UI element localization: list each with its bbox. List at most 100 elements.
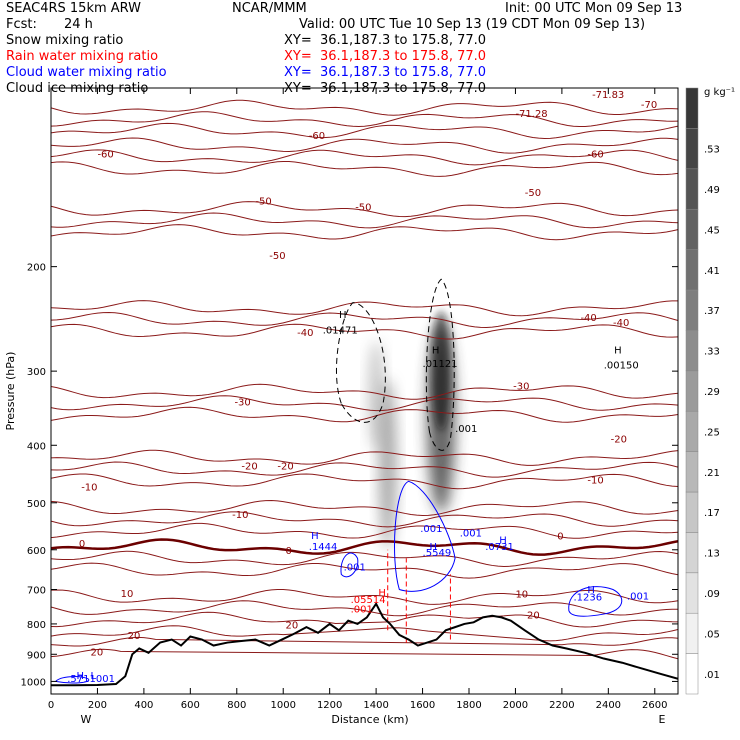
colorbar-swatch bbox=[685, 491, 699, 533]
temperature-contour-line bbox=[51, 383, 678, 400]
colorbar-tick-label: .53 bbox=[704, 145, 720, 156]
contour-label: -10 bbox=[232, 510, 248, 521]
temperature-contour-line bbox=[51, 538, 678, 556]
contour-label: .00150 bbox=[604, 361, 639, 372]
colorbar-swatch bbox=[685, 87, 699, 129]
contour-label: H bbox=[499, 535, 507, 546]
contour-label: .01471 bbox=[323, 325, 358, 336]
model-name: SEAC4RS 15km ARW bbox=[6, 1, 142, 16]
contour-label: 0 bbox=[286, 546, 292, 557]
contour-label: 20 bbox=[128, 631, 141, 642]
contour-label: -70 bbox=[641, 100, 657, 111]
x-tick-label: 200 bbox=[88, 700, 107, 711]
temperature-contour-line bbox=[51, 111, 678, 128]
contour-label: -60 bbox=[309, 131, 325, 142]
temperature-contour-line bbox=[51, 201, 678, 218]
contour-label: H bbox=[430, 542, 438, 553]
contour-label: -50 bbox=[355, 203, 371, 214]
field-xy-rain: XY= 36.1,187.3 to 175.8, 77.0 bbox=[284, 49, 487, 64]
contour-label: .0731 bbox=[485, 542, 514, 553]
x-tick-label: 1200 bbox=[317, 700, 342, 711]
x-tick-label: 0 bbox=[48, 700, 54, 711]
contour-label: L bbox=[90, 671, 96, 682]
x-end-label-west: W bbox=[81, 713, 92, 726]
colorbar-swatch bbox=[685, 572, 699, 614]
contour-label: .001 bbox=[627, 592, 649, 603]
colorbar-tick-label: .49 bbox=[704, 185, 720, 196]
field-name-rain: Rain water mixing ratio bbox=[6, 49, 159, 64]
colorbar: .01 .05 .09 .13 .17 .21 .25 .29 .33 .37 .41 .45 .49.… bbox=[685, 87, 720, 695]
contour-label: H bbox=[378, 588, 386, 599]
colorbar-tick-label: .13 bbox=[704, 549, 720, 560]
x-tick-label: 1600 bbox=[410, 700, 435, 711]
y-tick-label: 300 bbox=[27, 367, 46, 378]
temperature-contour-line bbox=[51, 224, 678, 241]
cloud-water-contour bbox=[340, 552, 359, 578]
contour-label: .5711001 bbox=[67, 674, 115, 685]
contour-label: .001 bbox=[420, 524, 442, 535]
cloud-ice-contour bbox=[335, 302, 386, 423]
snow-plume-west bbox=[378, 378, 397, 549]
field-xy-cloud-water: XY= 36.1,187.3 to 175.8, 77.0 bbox=[284, 65, 487, 80]
contour-label: -60 bbox=[587, 150, 603, 161]
x-tick-label: 2200 bbox=[549, 700, 574, 711]
colorbar-tick-label: .09 bbox=[704, 589, 720, 600]
contour-label: 20 bbox=[527, 610, 540, 621]
contour-label: .1236 bbox=[574, 592, 603, 603]
colorbar-tick-label: .33 bbox=[704, 347, 720, 358]
temperature-contour-line bbox=[51, 212, 678, 229]
snow-plume-max bbox=[431, 311, 452, 432]
colorbar-swatch bbox=[685, 330, 699, 372]
terrain-polyline bbox=[51, 601, 678, 687]
field-xy-snow: XY= 36.1,187.3 to 175.8, 77.0 bbox=[284, 33, 487, 48]
temperature-contour-line bbox=[51, 636, 678, 647]
colorbar-swatch bbox=[685, 208, 699, 250]
colorbar-tick-label: .25 bbox=[704, 427, 720, 438]
temperature-contour-line bbox=[51, 625, 678, 642]
x-tick-label: 2400 bbox=[596, 700, 621, 711]
contour-label: -40 bbox=[297, 328, 313, 339]
temperature-contour-line bbox=[51, 160, 678, 177]
contour-label: 20 bbox=[286, 620, 299, 631]
x-tick-label: 2000 bbox=[503, 700, 528, 711]
contour-label: H bbox=[339, 310, 347, 321]
temperature-contour-line bbox=[51, 511, 678, 528]
colorbar-swatch bbox=[685, 370, 699, 412]
contour-label: -30 bbox=[234, 398, 250, 409]
init-time: Init: 00 UTC Mon 09 Sep 13 bbox=[505, 1, 683, 16]
contour-label: 20 bbox=[90, 648, 103, 659]
contour-label: -40 bbox=[613, 318, 629, 329]
contour-label: .001 bbox=[460, 529, 482, 540]
axes: 0 200 400 600 800 1000 1200 1400 1600 1800 2000 220… bbox=[21, 88, 678, 711]
terrain-line bbox=[51, 601, 678, 687]
contour-label: 10 bbox=[121, 589, 134, 600]
temperature-contour-line bbox=[51, 406, 678, 423]
contour-label: .1444 bbox=[309, 542, 338, 553]
colorbar-tick-label: .17 bbox=[704, 508, 720, 519]
y-tick-label: 1000 bbox=[21, 677, 46, 688]
contour-label: 10 bbox=[515, 589, 528, 600]
contour-label: -20 bbox=[611, 435, 627, 446]
contour-label: .001 bbox=[351, 605, 373, 616]
colorbar-tick-label: .01 bbox=[704, 670, 720, 681]
y-tick-label: 500 bbox=[27, 499, 46, 510]
temperature-contour-line bbox=[51, 300, 678, 317]
contour-label: -20 bbox=[277, 461, 293, 472]
colorbar-swatch bbox=[685, 653, 699, 695]
y-tick-label: 900 bbox=[27, 650, 46, 661]
temperature-contour-line bbox=[51, 562, 678, 579]
temperature-contour-line bbox=[51, 500, 678, 516]
contour-label: -10 bbox=[81, 483, 97, 494]
x-end-label-east: E bbox=[659, 713, 666, 726]
field-name-cloud-water: Cloud water mixing ratio bbox=[6, 65, 167, 80]
temperature-contour-line bbox=[51, 473, 678, 490]
colorbar-tick-label: .29 bbox=[704, 387, 720, 398]
temperature-contour-line bbox=[51, 588, 678, 605]
colorbar-tick-label: .45 bbox=[704, 225, 720, 236]
colorbar-tick-label: .41 bbox=[704, 266, 720, 277]
cloud-water-contour bbox=[568, 586, 623, 617]
contour-label: -30 bbox=[513, 381, 529, 392]
temperature-contour-line bbox=[51, 522, 678, 539]
colorbar-tick-label: .05 bbox=[704, 629, 720, 640]
